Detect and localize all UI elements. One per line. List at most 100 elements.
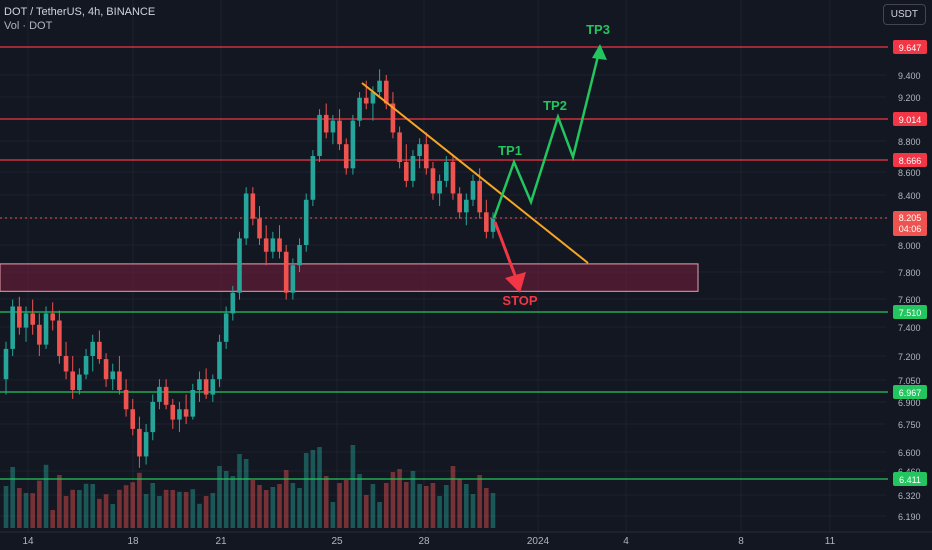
price-level-badge <box>893 385 927 399</box>
candle-body <box>177 409 182 420</box>
candle-body <box>477 180 482 213</box>
candle-body <box>123 389 129 410</box>
volume-bar <box>490 493 496 528</box>
volume-bar <box>410 471 416 528</box>
candle-body <box>363 97 369 104</box>
volume-bar <box>97 498 102 528</box>
price-level-badge-text: 7.510 <box>899 308 922 318</box>
volume-bar <box>363 495 369 528</box>
candle-body <box>343 144 349 169</box>
time-tick-label: 21 <box>215 536 227 547</box>
volume-bar <box>323 476 329 528</box>
candle-body <box>143 432 149 457</box>
time-tick-label: 11 <box>825 536 836 547</box>
candle-body <box>10 306 15 349</box>
candle-body <box>217 341 222 380</box>
time-tick-label: 28 <box>418 536 430 547</box>
volume-bar <box>230 476 236 528</box>
volume-bar <box>277 484 282 528</box>
candle-body <box>117 371 122 390</box>
candle-body <box>470 180 476 200</box>
stop-zone-rect <box>0 263 699 292</box>
volume-bar <box>170 490 176 528</box>
candle-body <box>163 386 169 405</box>
candle-body <box>357 97 362 121</box>
volume-bar <box>117 489 122 528</box>
annotation-stop: STOP <box>502 293 537 308</box>
candle-body <box>484 212 489 232</box>
candle-body <box>450 162 456 194</box>
volume-bar <box>310 450 316 528</box>
candle-body <box>203 379 209 395</box>
candle-body <box>83 356 89 375</box>
volume-bar <box>70 489 76 528</box>
price-axis[interactable]: 9.4009.2009.0008.8008.6008.4008.2008.000… <box>898 71 921 522</box>
volume-bar <box>290 483 296 528</box>
volume-bar <box>270 487 276 528</box>
price-levels <box>0 46 888 480</box>
stop-zone <box>0 263 699 292</box>
volume-bar <box>484 488 489 528</box>
price-tick-label: 7.050 <box>898 376 921 386</box>
price-tick-label: 8.000 <box>898 241 921 251</box>
target-arrowhead <box>592 44 607 60</box>
volume-bar <box>383 483 389 528</box>
candle-body <box>157 386 162 402</box>
price-level-badge-text: 9.014 <box>899 115 922 125</box>
volume-bar <box>163 489 169 528</box>
candle-body <box>423 144 429 169</box>
price-level-badge-text: 8.666 <box>899 156 922 166</box>
price-level-badge-text: 6.967 <box>899 388 922 398</box>
candle-body <box>457 193 462 213</box>
volume-bar <box>130 482 136 528</box>
volume-bar <box>237 454 242 528</box>
candle-body <box>150 401 156 433</box>
time-tick-label: 4 <box>623 536 629 547</box>
volume-bar <box>157 496 162 528</box>
candle-body <box>303 199 309 245</box>
price-tick-label: 9.400 <box>898 71 921 81</box>
currency-button[interactable]: USDT <box>882 4 926 25</box>
volume-bar <box>17 488 22 528</box>
volume-bar <box>197 503 202 528</box>
volume-bar <box>283 470 289 528</box>
price-level-badge <box>893 472 927 486</box>
price-tick-label: 7.400 <box>898 323 921 333</box>
candle-body <box>403 162 409 181</box>
volume-bar <box>110 504 116 528</box>
volume-bar <box>457 479 462 528</box>
candle-body <box>317 114 322 156</box>
price-level-badge <box>893 112 927 126</box>
volume-bar <box>263 490 269 528</box>
volume-bar <box>470 494 476 528</box>
volume-bar <box>430 483 436 528</box>
volume-bar <box>423 486 429 528</box>
volume-bar <box>403 482 409 528</box>
candle-body <box>197 379 202 390</box>
time-axis[interactable]: 14 18 21 25 28 2024 4 8 11 <box>0 531 932 547</box>
candle-body <box>57 320 62 356</box>
volume-bar <box>217 466 222 528</box>
volume-bar <box>397 469 402 528</box>
candle-body <box>330 120 336 133</box>
candle-body <box>310 155 316 200</box>
volume-bar <box>103 494 109 528</box>
candle-body <box>297 245 302 266</box>
annotation-tp2: TP2 <box>543 98 567 113</box>
candle-body <box>223 313 229 342</box>
volume-bar <box>464 484 469 528</box>
volume-bar <box>57 475 62 528</box>
candle-body <box>277 238 282 252</box>
volume-bar <box>77 490 82 528</box>
candle-body <box>77 374 82 390</box>
price-level-badge-text: 6.411 <box>899 475 921 485</box>
candle-body <box>444 162 449 181</box>
price-level-badge <box>893 153 927 167</box>
time-tick-label: 8 <box>738 536 744 547</box>
candle-body <box>3 348 9 380</box>
candle-body <box>490 218 496 232</box>
volume-bar <box>303 453 309 528</box>
candle-body <box>350 120 356 169</box>
time-tick-label: 2024 <box>527 536 550 547</box>
